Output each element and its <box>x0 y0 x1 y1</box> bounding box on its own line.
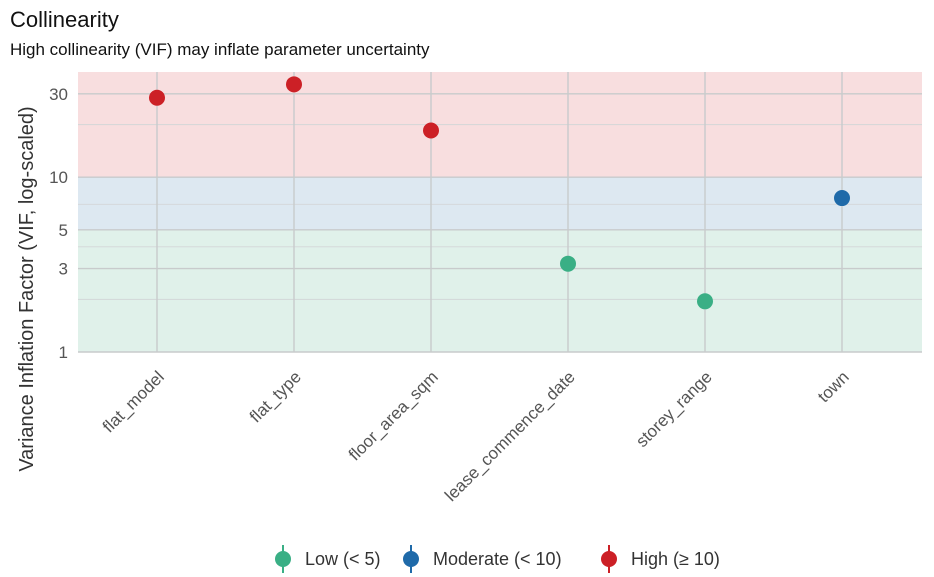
y-tick-label-0: 1 <box>59 343 68 362</box>
chart-title: Collinearity <box>10 7 119 32</box>
y-tick-label-1: 3 <box>59 260 68 279</box>
x-tick-label-2: floor_area_sqm <box>345 367 442 464</box>
legend-swatch-0 <box>275 551 291 567</box>
data-point-lease_commence_date <box>560 255 576 272</box>
legend-swatch-2 <box>601 551 617 567</box>
y-tick-label-2: 5 <box>59 221 68 240</box>
band-1 <box>78 177 922 230</box>
x-tick-label-1: flat_type <box>246 367 305 426</box>
y-tick-label-3: 10 <box>49 168 68 187</box>
data-point-floor_area_sqm <box>423 122 439 139</box>
x-tick-label-4: storey_range <box>632 367 716 451</box>
x-tick-label-0: flat_model <box>99 367 168 436</box>
data-point-flat_model <box>149 89 165 106</box>
chart-subtitle: High collinearity (VIF) may inflate para… <box>10 40 430 59</box>
legend-label-0: Low (< 5) <box>305 549 381 569</box>
legend-swatch-1 <box>403 551 419 567</box>
data-point-flat_type <box>286 76 302 93</box>
x-tick-label-3: lease_commence_date <box>441 367 579 505</box>
y-tick-label-4: 30 <box>49 85 68 104</box>
band-0 <box>78 229 922 352</box>
data-point-storey_range <box>697 293 713 310</box>
y-axis-title: Variance Inflation Factor (VIF, log-scal… <box>16 106 38 471</box>
data-point-town <box>834 190 850 207</box>
x-tick-label-5: town <box>814 367 853 406</box>
legend-label-2: High (≥ 10) <box>631 549 720 569</box>
legend-label-1: Moderate (< 10) <box>433 549 562 569</box>
